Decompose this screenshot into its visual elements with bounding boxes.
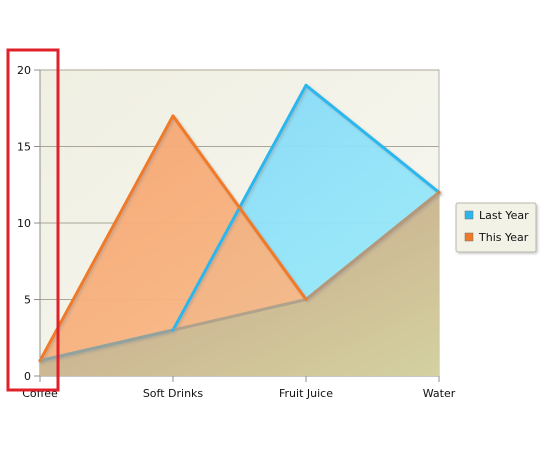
y-tick-label: 10	[17, 217, 31, 230]
series-overlap-area	[40, 192, 439, 376]
data-point-last-year	[304, 83, 308, 87]
y-tick-label: 20	[17, 64, 31, 77]
series-overlap-line	[38, 190, 441, 363]
data-point-this-year	[304, 298, 308, 301]
legend-swatch-last-year	[464, 210, 474, 220]
y-tick-label: 15	[17, 141, 31, 154]
x-tick-label: Soft Drinks	[143, 387, 204, 400]
x-tick-label: Fruit Juice	[279, 387, 333, 400]
legend-label-last-year: Last Year	[479, 209, 529, 222]
data-point-this-year	[38, 359, 42, 363]
y-tick-label: 0	[24, 370, 31, 383]
data-point-this-year	[171, 114, 175, 118]
x-tick-label: Water	[423, 387, 456, 400]
legend-box	[455, 202, 537, 253]
legend: Last Year This Year	[455, 202, 537, 253]
data-point-this-year	[437, 190, 441, 194]
legend-swatch-this-year	[464, 232, 474, 242]
y-axis-highlight-box	[6, 48, 60, 392]
data-point-last-year	[171, 328, 175, 332]
legend-label-this-year: This Year	[478, 231, 529, 244]
y-tick-label: 5	[24, 294, 31, 307]
